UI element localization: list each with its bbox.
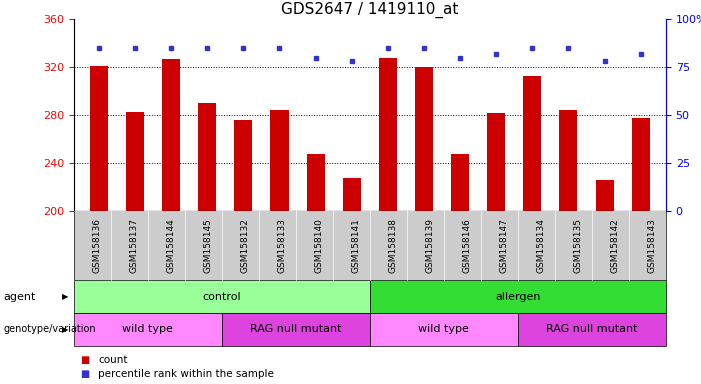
Text: GSM158136: GSM158136 (92, 218, 101, 273)
Text: GSM158133: GSM158133 (277, 218, 286, 273)
Text: GSM158134: GSM158134 (536, 218, 545, 273)
Bar (596, 180, 613, 211)
Text: GSM158138: GSM158138 (388, 218, 397, 273)
Text: GSM158142: GSM158142 (611, 218, 620, 273)
Bar (487, 113, 505, 211)
Text: GSM158135: GSM158135 (573, 218, 583, 273)
Text: ▶: ▶ (62, 292, 69, 301)
Text: agent: agent (4, 291, 36, 302)
Text: count: count (98, 355, 128, 365)
Bar (90, 66, 108, 211)
Bar (198, 103, 217, 211)
Bar (632, 118, 650, 211)
Text: RAG null mutant: RAG null mutant (250, 324, 341, 334)
Text: wild type: wild type (418, 324, 469, 334)
Text: percentile rank within the sample: percentile rank within the sample (98, 369, 274, 379)
Text: control: control (203, 291, 241, 302)
Text: GSM158145: GSM158145 (203, 218, 212, 273)
Text: ■: ■ (81, 355, 90, 365)
Text: GSM158147: GSM158147 (499, 218, 508, 273)
Bar (271, 111, 289, 211)
Text: GSM158144: GSM158144 (166, 218, 175, 273)
Text: GSM158141: GSM158141 (351, 218, 360, 273)
Text: wild type: wild type (122, 324, 173, 334)
Bar (234, 120, 252, 211)
Bar (162, 59, 180, 211)
Text: RAG null mutant: RAG null mutant (546, 324, 638, 334)
Text: ■: ■ (81, 369, 90, 379)
Text: GSM158140: GSM158140 (314, 218, 323, 273)
Bar (559, 111, 578, 211)
Text: GSM158143: GSM158143 (648, 218, 656, 273)
Text: GSM158146: GSM158146 (463, 218, 471, 273)
Bar (523, 76, 541, 211)
Bar (379, 58, 397, 211)
Text: GSM158139: GSM158139 (426, 218, 435, 273)
Bar (451, 154, 469, 211)
Bar (415, 67, 433, 211)
Bar (343, 177, 361, 211)
Text: GSM158132: GSM158132 (240, 218, 249, 273)
Text: GSM158137: GSM158137 (129, 218, 138, 273)
Text: allergen: allergen (495, 291, 540, 302)
Text: ▶: ▶ (62, 325, 69, 334)
Title: GDS2647 / 1419110_at: GDS2647 / 1419110_at (281, 2, 458, 18)
Text: genotype/variation: genotype/variation (4, 324, 96, 334)
Bar (126, 112, 144, 211)
Bar (306, 154, 325, 211)
